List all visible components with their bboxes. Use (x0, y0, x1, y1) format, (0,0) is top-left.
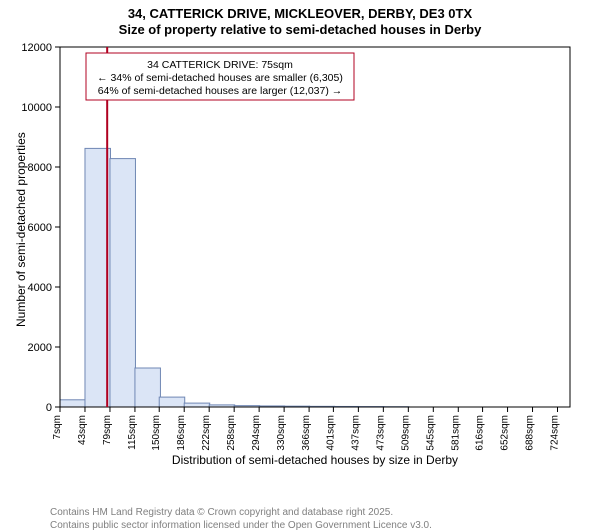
x-tick-label: 724sqm (550, 415, 561, 451)
annotation-line: 34 CATTERICK DRIVE: 75sqm (147, 59, 293, 71)
histogram-bar (110, 158, 136, 406)
attribution-footer: Contains HM Land Registry data © Crown c… (0, 506, 600, 532)
y-tick-label: 0 (46, 402, 52, 414)
x-tick-label: 79sqm (102, 415, 113, 445)
x-tick-label: 186sqm (176, 415, 187, 451)
x-tick-label: 7sqm (52, 415, 63, 439)
x-tick-label: 222sqm (201, 415, 212, 451)
x-tick-label: 330sqm (276, 415, 287, 451)
chart-area: Number of semi-detached properties 0 2000… (0, 39, 600, 464)
x-tick-label: 545sqm (425, 415, 436, 451)
y-tick-label: 6000 (28, 222, 52, 234)
annotation-line: ← 34% of semi-detached houses are smalle… (97, 72, 343, 84)
x-axis-label: Distribution of semi-detached houses by … (60, 453, 570, 467)
title-line-1: 34, CATTERICK DRIVE, MICKLEOVER, DERBY, … (0, 6, 600, 22)
x-tick-label: 437sqm (350, 415, 361, 451)
x-tick-label: 652sqm (500, 415, 511, 451)
y-tick-label: 2000 (28, 342, 52, 354)
x-tick-label: 366sqm (301, 415, 312, 451)
y-axis-label: Number of semi-detached properties (14, 133, 28, 328)
x-tick-label: 150sqm (151, 415, 162, 451)
histogram-bar (60, 399, 86, 406)
x-tick-label: 294sqm (251, 415, 262, 451)
histogram-bar (184, 403, 210, 407)
x-tick-label: 43sqm (77, 415, 88, 445)
x-tick-label: 401sqm (325, 415, 336, 451)
chart-title: 34, CATTERICK DRIVE, MICKLEOVER, DERBY, … (0, 0, 600, 39)
y-tick-label: 4000 (28, 282, 52, 294)
x-tick-label: 473sqm (375, 415, 386, 451)
footer-line-2: Contains public sector information licen… (50, 519, 600, 532)
x-tick-label: 115sqm (127, 415, 138, 450)
x-tick-label: 616sqm (475, 414, 486, 450)
x-tick-label: 688sqm (525, 415, 536, 451)
annotation-line: 64% of semi-detached houses are larger (… (98, 85, 343, 97)
x-tick-label: 581sqm (450, 415, 461, 451)
y-tick-label: 12000 (21, 42, 52, 54)
title-line-2: Size of property relative to semi-detach… (0, 22, 600, 38)
y-tick-label: 10000 (21, 102, 52, 114)
histogram-bar (159, 397, 185, 407)
histogram-svg: 0 2000 4000 6000 8000 10000 12000 7sqm 43sqm 79sq… (0, 39, 600, 459)
x-tick-label: 258sqm (226, 415, 237, 451)
y-tick-label: 8000 (28, 162, 52, 174)
x-tick-label: 509sqm (400, 415, 411, 451)
footer-line-1: Contains HM Land Registry data © Crown c… (50, 506, 600, 519)
histogram-bar (135, 368, 161, 407)
